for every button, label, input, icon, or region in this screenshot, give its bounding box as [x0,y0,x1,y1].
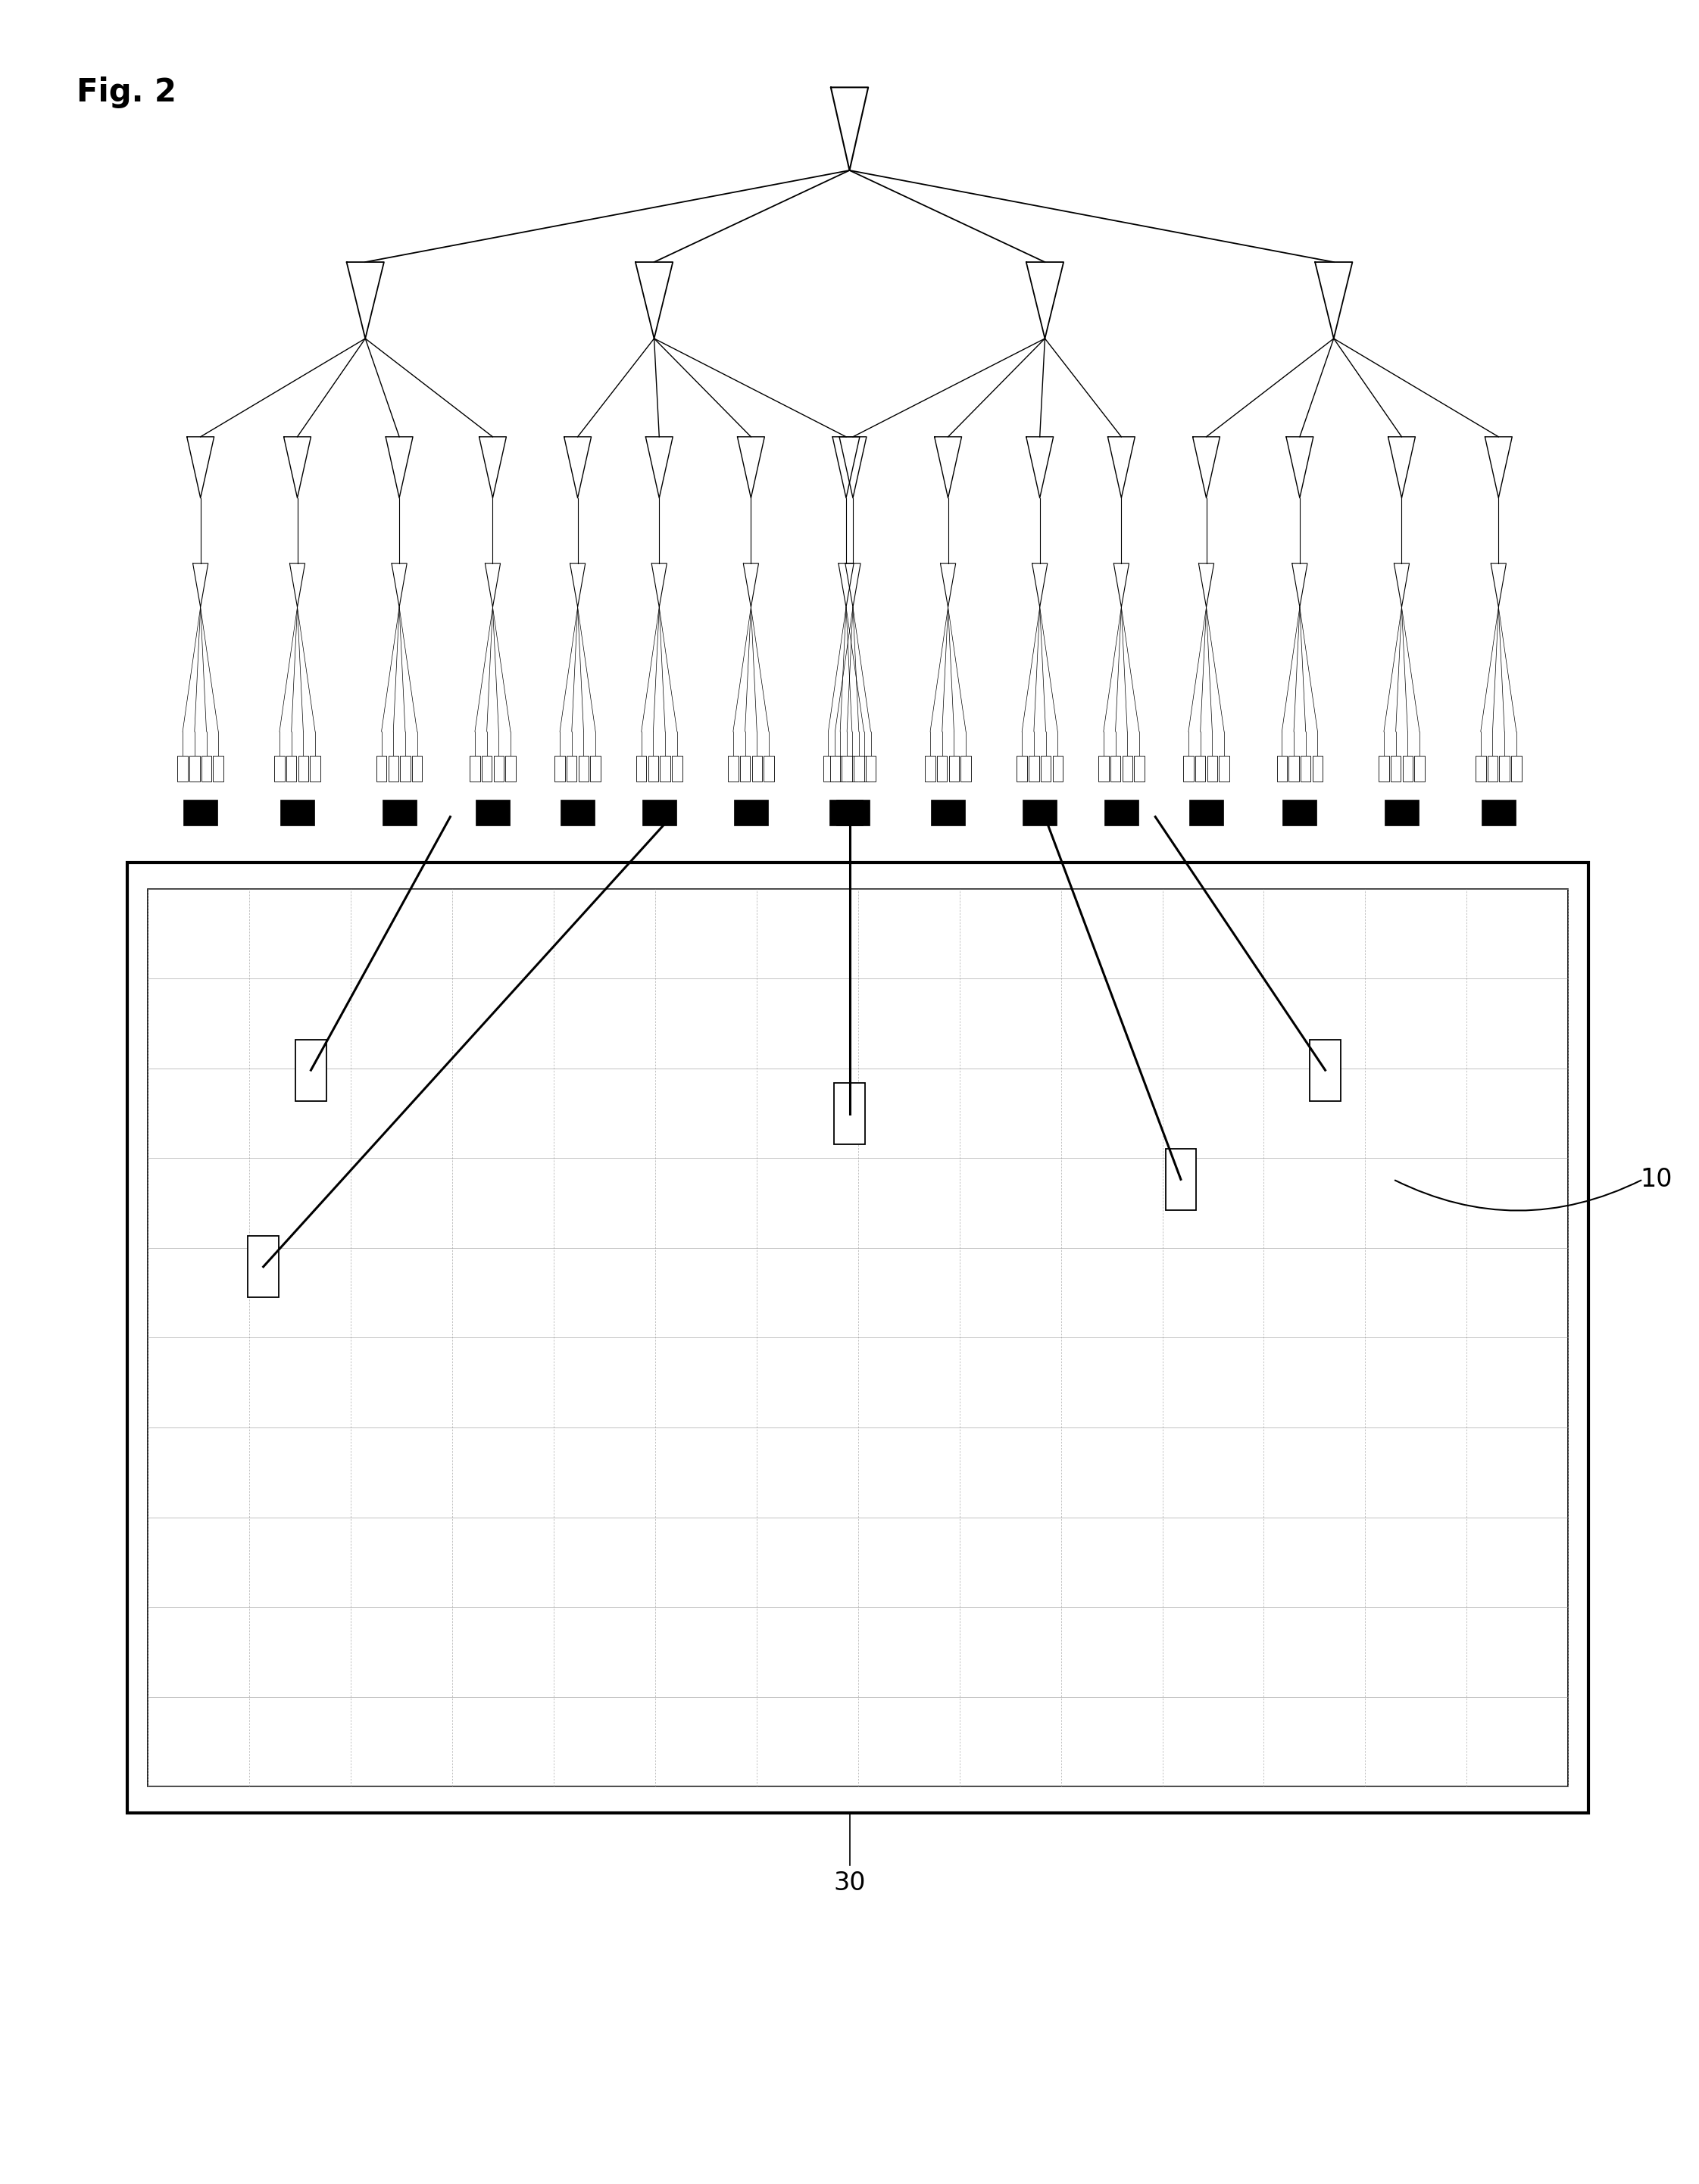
Bar [177,756,187,782]
Bar [1414,756,1424,782]
Bar [829,756,841,782]
Bar [926,756,936,782]
Bar [1099,756,1109,782]
Bar [1111,756,1121,782]
Bar [214,756,224,782]
Bar [411,756,421,782]
Bar [734,799,768,826]
Bar [673,756,683,782]
Bar [296,1040,326,1101]
Bar [387,756,398,782]
Bar [858,756,868,782]
Bar [148,889,1568,1787]
Bar [1313,756,1324,782]
Text: 10: 10 [1641,1166,1672,1192]
Bar [591,756,601,782]
Bar [1194,756,1206,782]
Bar [183,799,217,826]
Bar [1385,799,1419,826]
Bar [200,756,212,782]
Bar [836,756,846,782]
Bar [822,756,834,782]
Bar [493,756,503,782]
Bar [751,756,761,782]
Bar [1053,756,1064,782]
Bar [506,756,516,782]
Bar [127,863,1589,1813]
Bar [483,756,493,782]
Bar [846,756,856,782]
Bar [1016,756,1026,782]
Bar [375,756,386,782]
Bar [649,756,659,782]
Bar [567,756,578,782]
Bar [938,756,948,782]
Bar [1301,756,1312,782]
Bar [1123,756,1133,782]
Bar [950,756,960,782]
Bar [659,756,669,782]
Bar [1023,799,1057,826]
Bar [1482,799,1516,826]
Bar [741,756,751,782]
Bar [962,756,972,782]
Bar [476,799,510,826]
Bar [554,756,564,782]
Bar [1218,756,1230,782]
Bar [190,756,200,782]
Bar [1283,799,1317,826]
Bar [280,799,314,826]
Bar [1512,756,1522,782]
Text: Fig. 2: Fig. 2 [76,76,177,109]
Bar [285,756,296,782]
Bar [401,756,409,782]
Bar [853,756,863,782]
Bar [1488,756,1499,782]
Bar [1135,756,1145,782]
Bar [309,756,319,782]
Bar [865,756,877,782]
Bar [382,799,416,826]
Bar [1278,756,1288,782]
Bar [1166,1149,1196,1210]
Bar [1500,756,1510,782]
Bar [642,799,676,826]
Bar [299,756,309,782]
Bar [1183,756,1194,782]
Bar [727,756,737,782]
Bar [1290,756,1300,782]
Bar [1206,756,1216,782]
Bar [635,756,646,782]
Bar [829,799,863,826]
Bar [561,799,595,826]
Bar [843,756,851,782]
Bar [1403,756,1414,782]
Bar [1104,799,1138,826]
Bar [836,799,870,826]
Bar [1189,799,1223,826]
Bar [248,1236,279,1297]
Bar [931,799,965,826]
Bar [1040,756,1050,782]
Bar [1380,756,1390,782]
Bar [274,756,284,782]
Text: 30: 30 [834,1870,865,1896]
Bar [765,756,775,782]
Bar [469,756,479,782]
Bar [1475,756,1485,782]
Bar [834,1083,865,1144]
Bar [1310,1040,1341,1101]
Bar [1390,756,1400,782]
Bar [578,756,590,782]
Bar [1030,756,1040,782]
